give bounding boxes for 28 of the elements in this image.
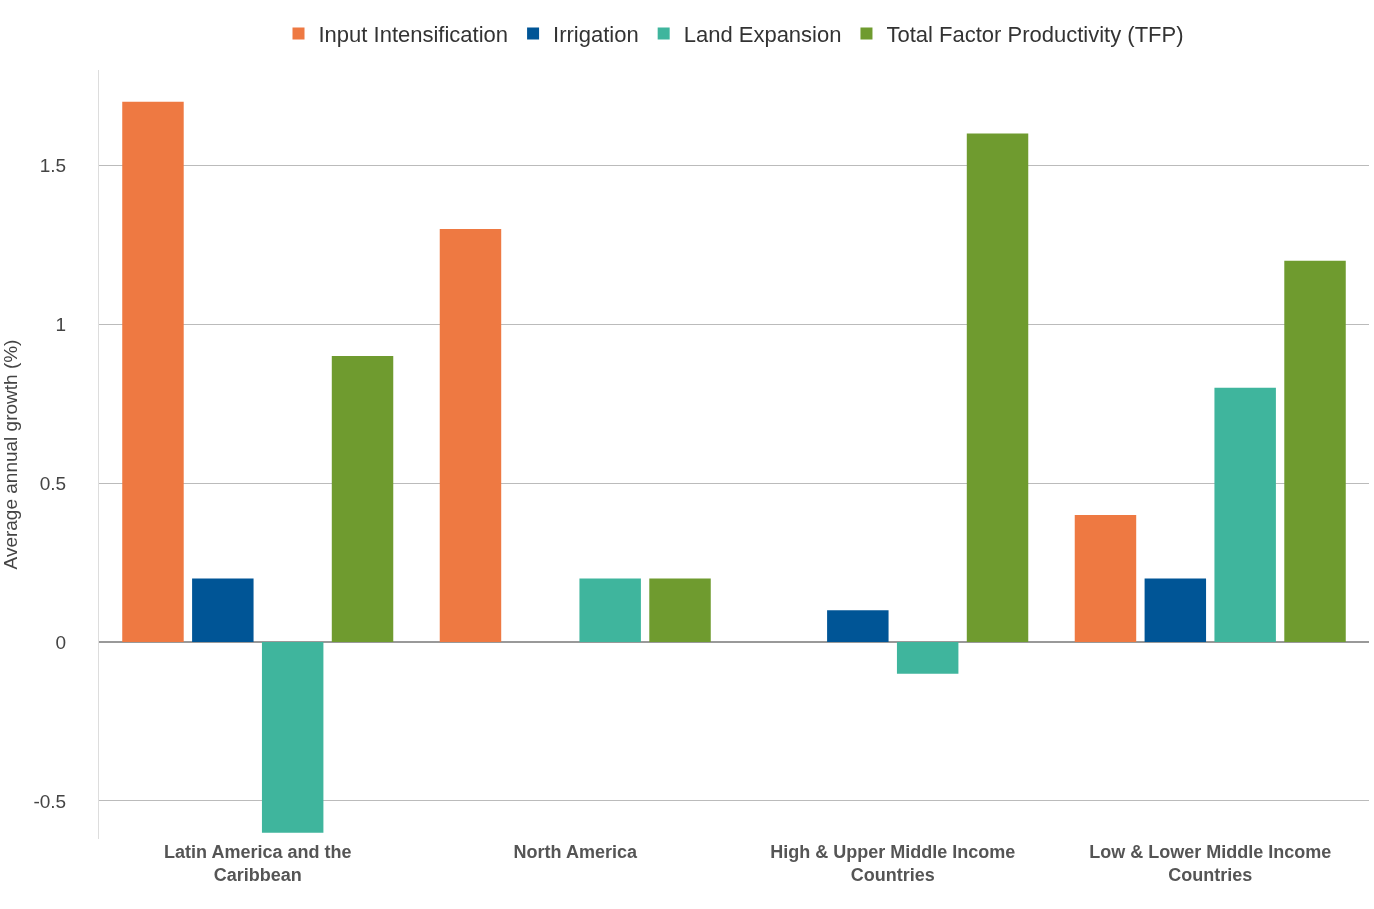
legend-label: Land Expansion [683,22,842,47]
legend-label: Total Factor Productivity (TFP) [886,22,1184,47]
legend-label: Irrigation [553,22,639,47]
x-tick-label: High & Upper Middle Income Countries [770,842,1016,886]
bar [896,641,959,674]
y-tick-label: 0.5 [39,472,67,494]
legend-label: Input Intensification [318,22,509,47]
bar [1074,514,1137,642]
bar [192,578,254,642]
y-tick-label: -0.5 [33,790,67,812]
y-axis-title: Average annual growth (%) [0,339,21,570]
bar [966,133,1029,642]
bar [827,610,889,642]
bar [1144,578,1207,642]
bar [649,578,711,642]
x-tick-label: Low & Lower Middle Income Countries [1089,842,1332,886]
bar [122,101,184,642]
x-tick-label: North America [513,842,638,862]
bar [1284,260,1346,642]
bar [579,578,641,642]
bar [439,228,502,642]
bar [261,641,324,833]
x-tick-label: Latin America and the Caribbean [164,842,352,886]
bar [331,355,394,642]
y-tick-label: 0 [55,631,67,653]
y-tick-label: 1 [55,313,67,335]
bar [1214,387,1276,642]
y-tick-label: 1.5 [39,154,67,176]
